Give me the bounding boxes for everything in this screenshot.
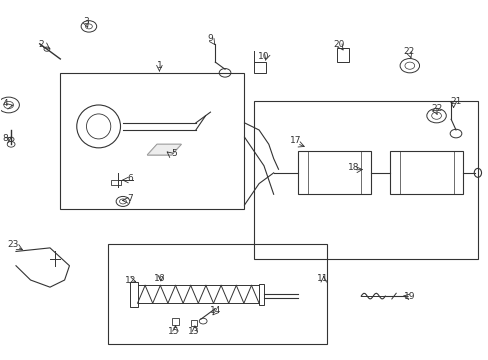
Text: 10: 10 [258, 52, 269, 61]
Text: 14: 14 [209, 306, 221, 315]
Bar [297, 152, 370, 194]
Text: 23: 23 [8, 240, 19, 249]
Text: 6: 6 [127, 174, 133, 183]
Text: 9: 9 [207, 35, 213, 44]
Bar [111, 180, 120, 185]
Polygon shape [147, 144, 181, 155]
Text: 3: 3 [83, 17, 89, 26]
Text: 19: 19 [403, 292, 415, 301]
Text: 4: 4 [2, 99, 8, 108]
Bar [191, 320, 197, 327]
Bar [130, 282, 137, 307]
Bar [60, 73, 244, 208]
Text: 15: 15 [168, 327, 180, 336]
Bar [108, 244, 326, 344]
Text: 13: 13 [187, 327, 199, 336]
Text: 5: 5 [171, 149, 177, 158]
Bar [259, 284, 264, 305]
Text: 2: 2 [39, 40, 44, 49]
Bar [171, 318, 179, 325]
Bar [389, 152, 462, 194]
Text: 7: 7 [127, 194, 133, 203]
Text: 20: 20 [333, 40, 345, 49]
Text: 1: 1 [156, 61, 162, 70]
Text: 22: 22 [403, 47, 414, 56]
Bar [254, 102, 477, 258]
Text: 21: 21 [449, 97, 461, 106]
Text: 18: 18 [347, 163, 359, 172]
Text: 8: 8 [2, 134, 8, 143]
Text: 16: 16 [153, 274, 165, 283]
Bar [336, 48, 348, 62]
Text: 17: 17 [289, 136, 301, 145]
Text: 22: 22 [430, 104, 441, 113]
Text: 11: 11 [316, 274, 327, 283]
Text: 12: 12 [124, 275, 136, 284]
Bar [254, 62, 266, 73]
